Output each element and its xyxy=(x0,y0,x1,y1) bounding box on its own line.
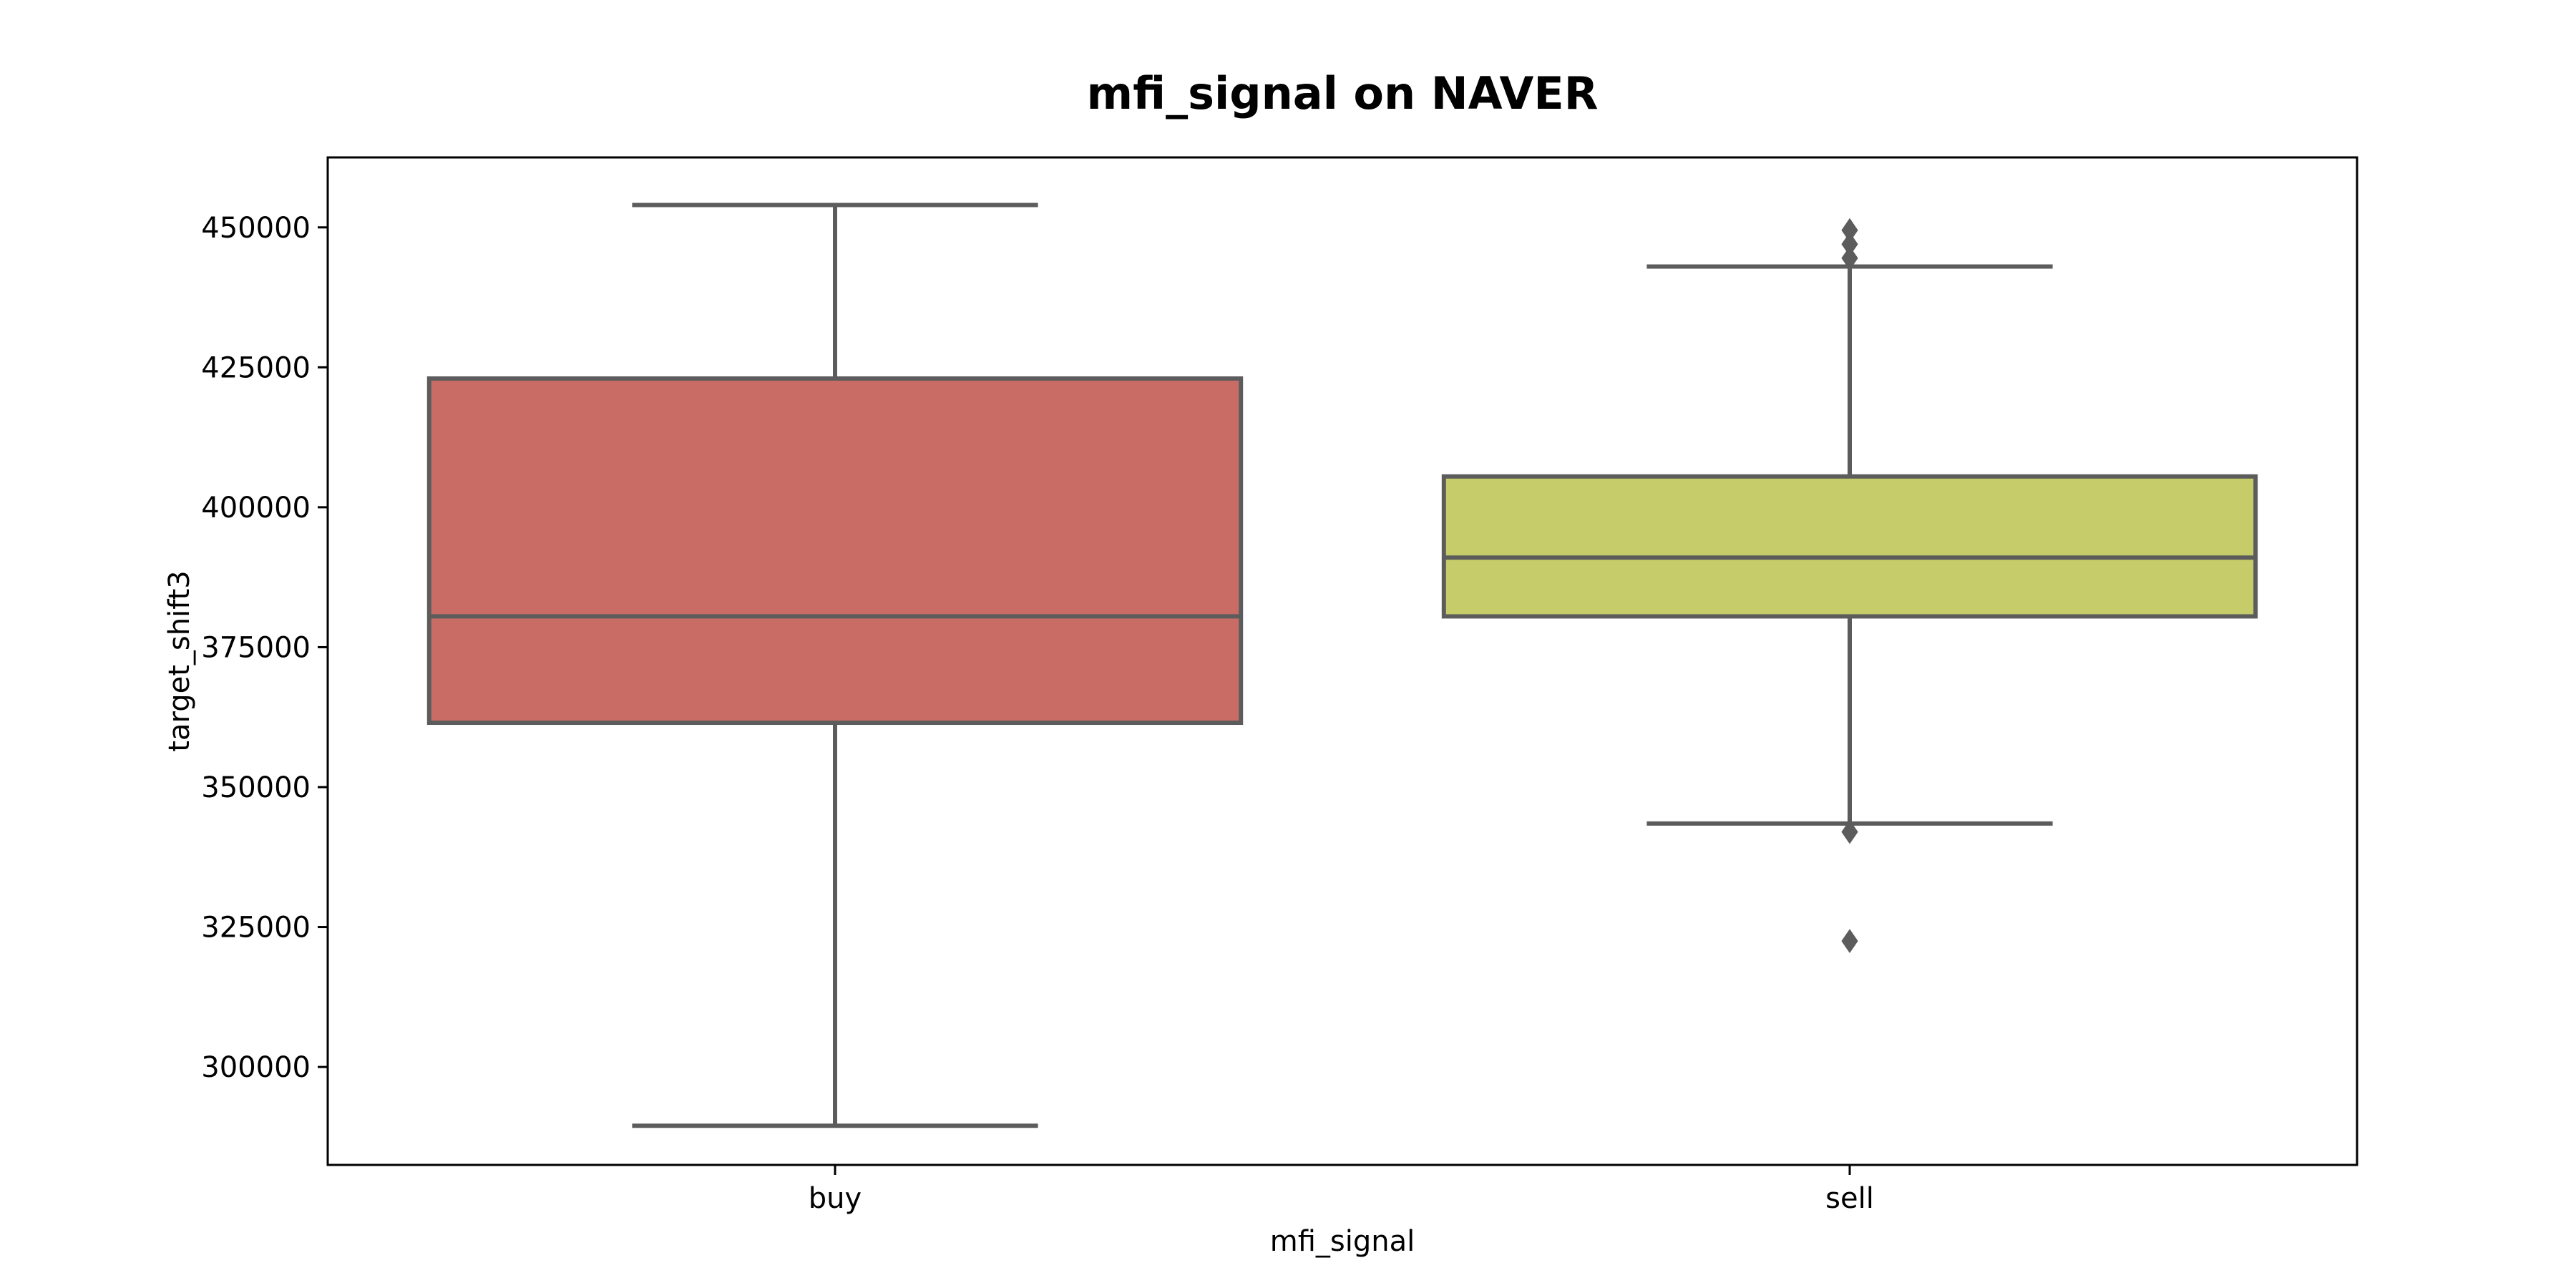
y-tick-label: 450000 xyxy=(201,212,311,245)
y-tick-label: 375000 xyxy=(201,631,311,664)
x-tick-label-buy: buy xyxy=(809,1182,862,1215)
box-buy xyxy=(426,203,1244,1128)
outlier-point xyxy=(1841,245,1858,270)
x-tick-label-sell: sell xyxy=(1825,1182,1874,1215)
iqr-box xyxy=(1441,474,2258,619)
outlier-point xyxy=(1841,232,1858,257)
box-sell xyxy=(1441,218,2258,953)
plot-area xyxy=(426,203,2258,1128)
outlier-point xyxy=(1841,929,1858,953)
iqr-box xyxy=(426,376,1244,726)
y-tick-label: 300000 xyxy=(201,1051,311,1084)
y-tick-label: 325000 xyxy=(201,912,311,945)
y-axis-label: target_shift3 xyxy=(163,570,196,751)
y-tick-label: 350000 xyxy=(201,771,311,804)
chart-title: mfi_signal on NAVER xyxy=(1087,67,1599,119)
plot-frame xyxy=(326,156,2358,1166)
x-axis: buy sell xyxy=(809,1165,1874,1215)
y-tick-label: 400000 xyxy=(201,492,311,525)
outlier-point xyxy=(1841,819,1858,844)
y-axis: 300000 325000 350000 375000 400000 425000 4500… xyxy=(201,212,328,1084)
y-tick-label: 425000 xyxy=(201,351,311,384)
x-axis-label: mfi_signal xyxy=(1270,1225,1415,1258)
outlier-point xyxy=(1841,218,1858,243)
